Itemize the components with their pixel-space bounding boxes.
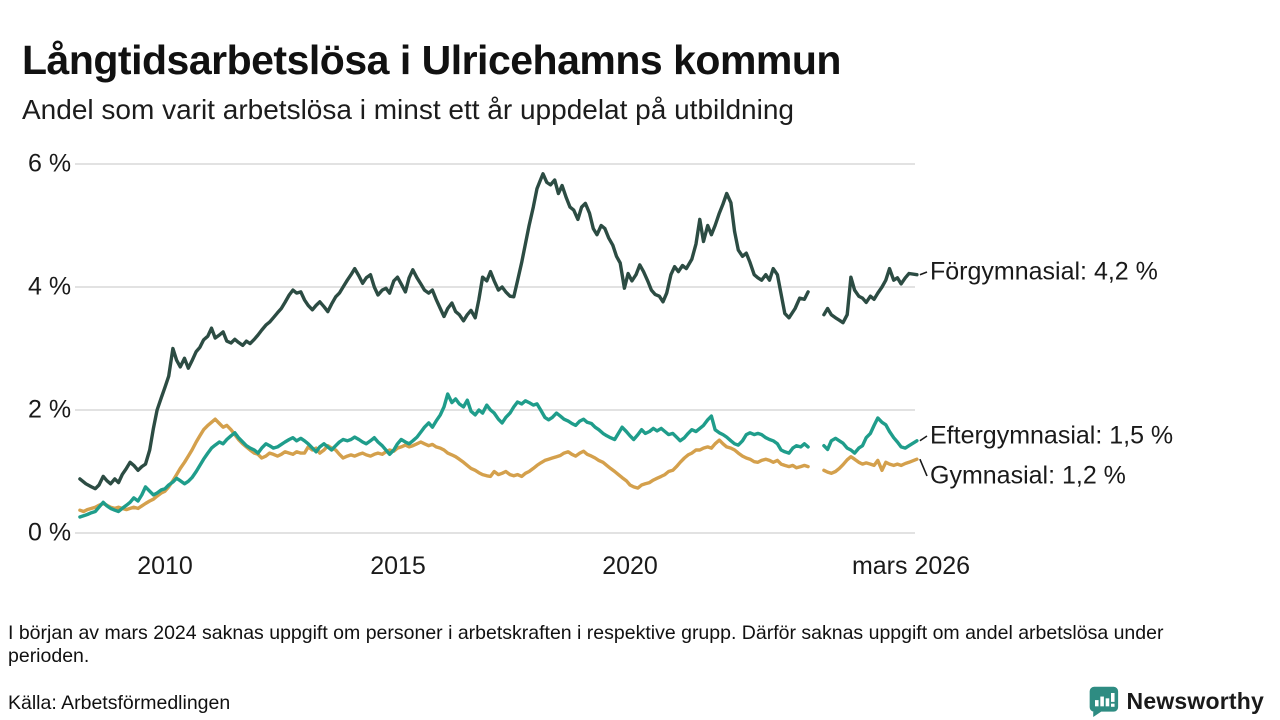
source-text: Källa: Arbetsförmedlingen xyxy=(8,692,231,714)
x-axis-tick-2020: 2020 xyxy=(602,552,658,580)
y-axis-tick-6: 6 % xyxy=(28,149,72,178)
branding: Newsworthy xyxy=(1087,684,1264,718)
chart-subtitle: Andel som varit arbetslösa i minst ett å… xyxy=(22,94,794,125)
footnote-text: I början av mars 2024 saknas uppgift om … xyxy=(8,622,1164,667)
newsworthy-logo-icon xyxy=(1087,685,1119,717)
y-axis-tick-2: 2 % xyxy=(28,395,72,424)
logo-bubble-shape xyxy=(1089,686,1118,717)
x-axis-tick-mars-2026: mars 2026 xyxy=(851,552,971,580)
x-axis-tick-2010: 2010 xyxy=(137,552,193,580)
x-axis-tick-2015: 2015 xyxy=(370,552,426,580)
y-axis-tick-0: 0 % xyxy=(28,518,72,547)
series-label-forgymnasial: Förgymnasial: 4,2 % xyxy=(930,257,1158,286)
series-label-gymnasial: Gymnasial: 1,2 % xyxy=(930,461,1126,490)
y-axis-tick-4: 4 % xyxy=(28,272,72,301)
newsworthy-wordmark: Newsworthy xyxy=(1126,687,1264,714)
series-label-eftergymnasial: Eftergymnasial: 1,5 % xyxy=(930,421,1174,450)
page-title: Långtidsarbetslösa i Ulricehamns kommun xyxy=(22,37,841,84)
